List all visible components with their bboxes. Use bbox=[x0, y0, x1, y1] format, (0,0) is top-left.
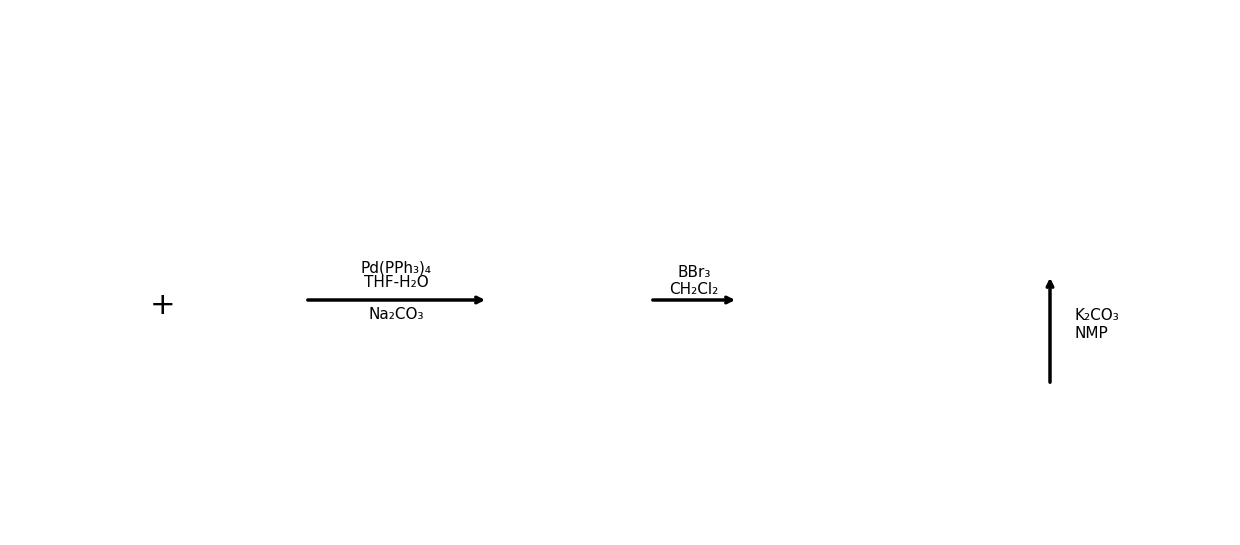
Text: Pd(PPh₃)₄: Pd(PPh₃)₄ bbox=[361, 260, 432, 275]
Text: CH₂Cl₂: CH₂Cl₂ bbox=[670, 282, 719, 297]
Text: THF-H₂O: THF-H₂O bbox=[363, 275, 428, 290]
Text: +: + bbox=[150, 290, 176, 319]
Text: Na₂CO₃: Na₂CO₃ bbox=[368, 307, 424, 322]
Text: NMP: NMP bbox=[1075, 325, 1109, 341]
Text: BBr₃: BBr₃ bbox=[677, 265, 711, 280]
Text: K₂CO₃: K₂CO₃ bbox=[1075, 307, 1120, 323]
